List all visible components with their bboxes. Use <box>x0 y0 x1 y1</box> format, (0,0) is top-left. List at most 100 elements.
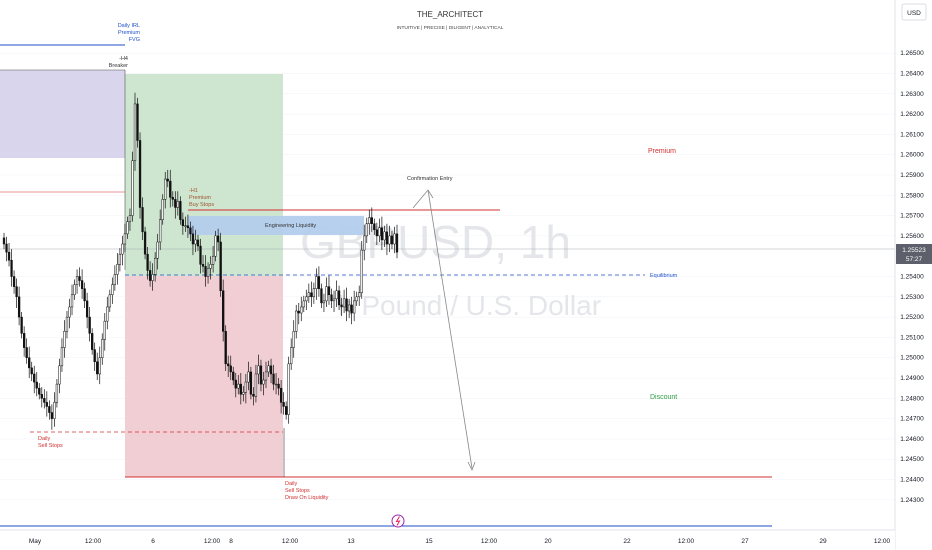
price-tick-label: 1.25400 <box>900 274 924 281</box>
candle-body <box>312 288 316 298</box>
candle-body <box>148 270 152 281</box>
candle-body <box>159 219 162 243</box>
candle-body <box>242 391 245 395</box>
candle-body <box>111 284 114 296</box>
currency-button[interactable]: USD <box>901 3 927 21</box>
candle-body <box>277 383 280 389</box>
candle-body <box>20 316 23 334</box>
h1-premium-line3: Buy Stops <box>189 202 214 208</box>
price-tick-label: 1.24900 <box>900 375 924 382</box>
candle-body <box>380 227 384 241</box>
candle-body <box>38 387 41 395</box>
current-price-value: 1.25523 <box>902 247 926 254</box>
candle-body <box>108 294 111 308</box>
daily-irl-line1: Daily IRL <box>118 23 140 29</box>
candle-body <box>393 233 396 245</box>
h1-premium-line2: Premium <box>189 195 211 201</box>
candle-body <box>383 231 386 241</box>
candle-body <box>214 235 217 257</box>
price-tick-label: 1.26100 <box>900 131 924 138</box>
candle-body <box>5 243 8 253</box>
daily-sell-bottom-line1: Daily <box>285 481 297 487</box>
candle-body <box>58 365 61 385</box>
candle-body <box>156 241 159 259</box>
candle-body <box>118 253 122 265</box>
candle-body <box>370 217 373 224</box>
candle-body <box>55 383 59 403</box>
candle-body <box>292 331 295 348</box>
candle-body <box>287 363 290 415</box>
candle-body <box>249 371 253 395</box>
price-tick-label: 1.24300 <box>900 497 924 504</box>
time-axis[interactable] <box>0 530 895 550</box>
candle-body <box>70 294 74 308</box>
candlestick-series <box>2 92 399 430</box>
candle-body <box>274 383 278 386</box>
candle-body <box>332 298 336 302</box>
candle-body <box>106 306 109 322</box>
candle-body <box>239 383 242 395</box>
candle-body <box>116 264 119 275</box>
candle-body <box>353 300 356 314</box>
candle-body <box>50 412 54 419</box>
candle-body <box>209 264 212 269</box>
candle-body <box>267 365 270 373</box>
candle-body <box>355 296 358 302</box>
candle-body <box>169 180 172 198</box>
candle-body <box>35 381 38 389</box>
candle-body <box>330 294 333 302</box>
price-tick-label: 1.26400 <box>900 70 924 77</box>
candle-body <box>269 365 273 375</box>
time-tick-label: 27 <box>741 538 749 545</box>
candle-body <box>33 373 36 383</box>
time-tick-label: 12:00 <box>678 538 695 545</box>
price-tick-label: 1.24700 <box>900 416 924 423</box>
candle-body <box>91 333 94 350</box>
engineering-liquidity-label: Engineering Liquidity <box>265 223 316 229</box>
candle-body <box>237 383 240 389</box>
candle-body <box>244 381 247 393</box>
candle-body <box>247 371 250 383</box>
candle-body <box>43 398 46 403</box>
candle-body <box>191 233 195 245</box>
candle-body <box>60 347 64 367</box>
candle-body <box>63 331 66 348</box>
candle-body <box>7 251 11 261</box>
candle-body <box>227 363 230 367</box>
event-flash-icon[interactable] <box>391 514 405 528</box>
discount-label: Discount <box>650 394 677 401</box>
candle-body <box>229 365 232 373</box>
candle-body <box>358 292 361 298</box>
confirmation-entry-label: Confirmation Entry <box>407 176 453 182</box>
daily-irl-premium-fvg-zone <box>0 70 125 158</box>
price-tick-label: 1.25700 <box>900 213 924 220</box>
candle-body <box>322 300 326 304</box>
candle-body <box>88 316 91 334</box>
candle-body <box>141 207 144 233</box>
candle-body <box>17 296 21 318</box>
candle-body <box>264 371 268 381</box>
candle-body <box>98 357 101 375</box>
engineering-liquidity-zone <box>188 216 364 235</box>
candle-body <box>388 235 391 245</box>
discount-red-zone <box>125 276 283 477</box>
candle-body <box>30 367 33 375</box>
price-tick-label: 1.25900 <box>900 172 924 179</box>
price-tick-label: 1.26300 <box>900 91 924 98</box>
price-axis[interactable] <box>895 0 932 550</box>
candle-body <box>199 245 202 265</box>
candle-body <box>176 201 179 208</box>
candle-body <box>174 199 177 208</box>
price-tick-label: 1.26500 <box>900 50 924 57</box>
price-tick-label: 1.26000 <box>900 152 924 159</box>
time-tick-label: 20 <box>544 538 552 545</box>
candle-body <box>347 304 351 312</box>
candle-body <box>181 219 185 226</box>
price-tick-label: 1.25000 <box>900 355 924 362</box>
price-tick-label: 1.24400 <box>900 477 924 484</box>
candle-body <box>262 379 265 385</box>
price-tick-label: 1.25100 <box>900 334 924 341</box>
h1-premium-label: -H1 Premium Buy Stops <box>189 188 214 208</box>
candle-body <box>290 347 293 365</box>
